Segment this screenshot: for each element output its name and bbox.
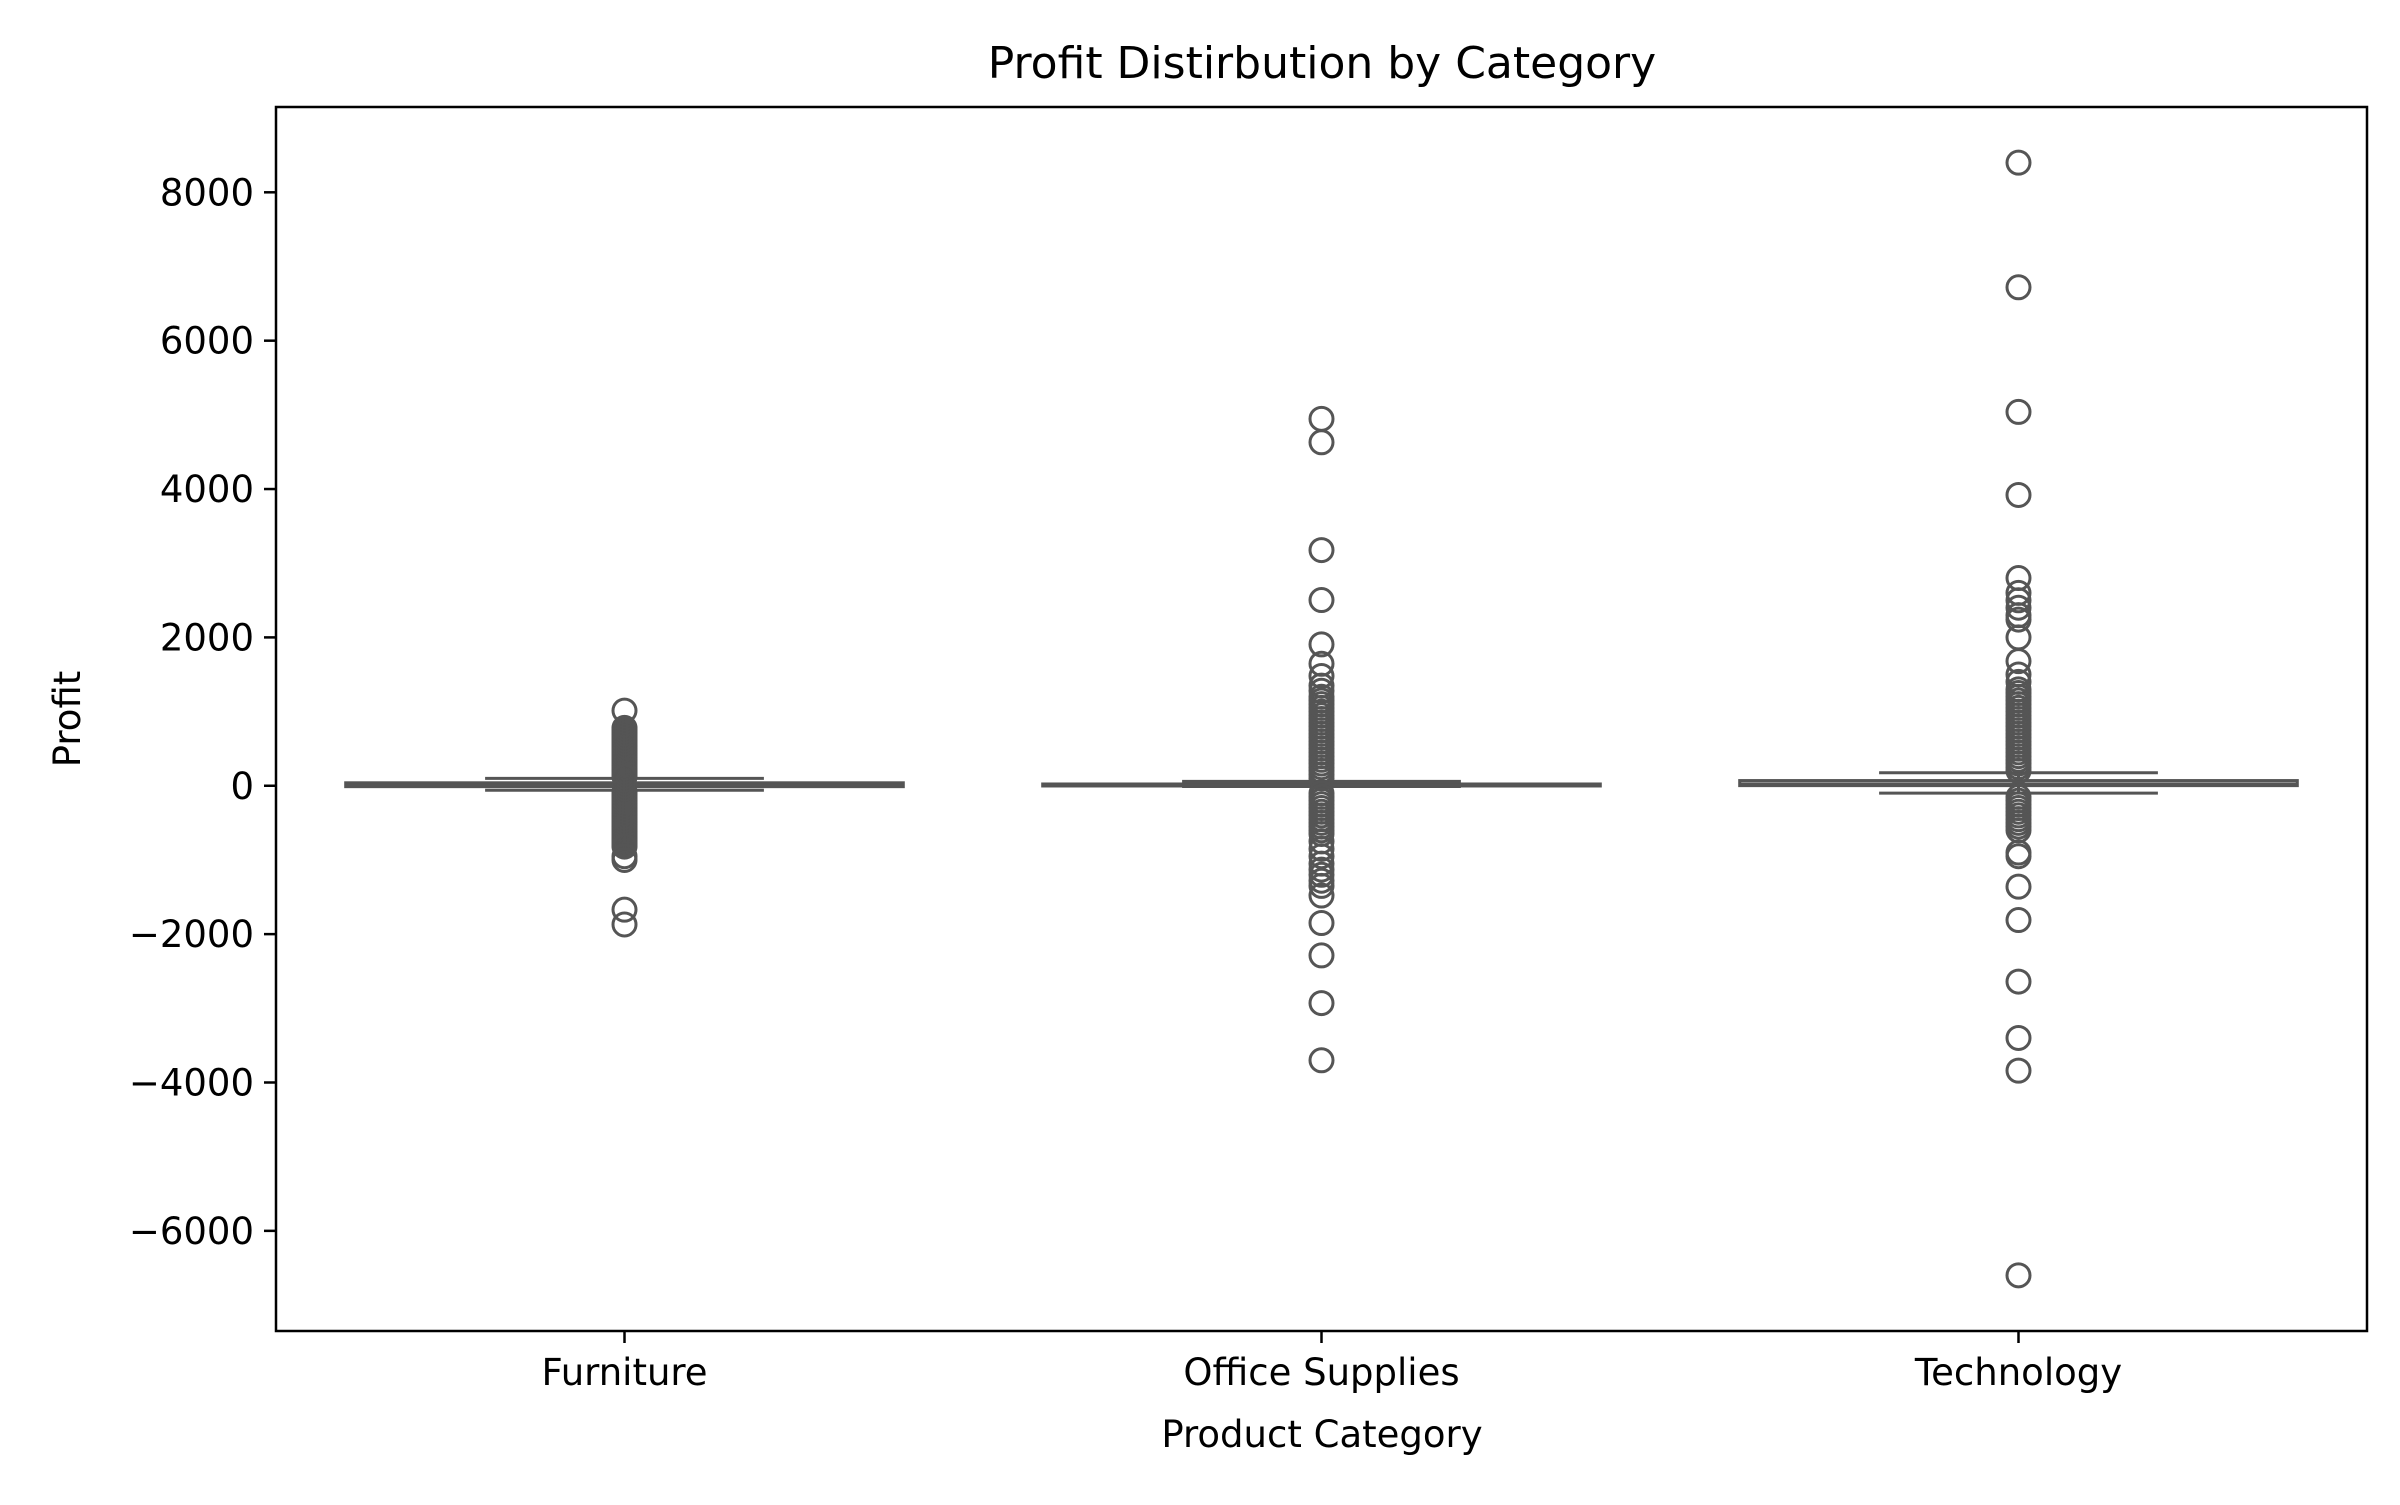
box-group: [344, 697, 905, 938]
plot-frame: [274, 105, 2369, 1333]
y-tick-label: 4000: [160, 468, 254, 511]
outlier-point: [1308, 990, 1335, 1017]
outlier-point: [2005, 968, 2032, 995]
x-axis: Furniture Office Supplies Technology: [541, 1331, 2122, 1394]
outlier-point: [2005, 624, 2032, 651]
chart-title: Profit Distirbution by Category: [988, 38, 1656, 89]
outlier-point: [2005, 757, 2032, 784]
outlier-point: [2005, 594, 2032, 621]
outlier-point: [2005, 587, 2032, 614]
outlier-point: [1308, 429, 1335, 456]
y-tick-label: 8000: [160, 171, 254, 214]
box-group: [1738, 149, 2299, 1289]
outlier-point: [2005, 648, 2032, 675]
outlier-point: [1308, 942, 1335, 969]
outlier-point: [611, 833, 638, 860]
outlier-point: [1308, 587, 1335, 614]
x-tick-label: Furniture: [541, 1351, 707, 1394]
outlier-point: [1308, 537, 1335, 564]
y-axis-label: Profit: [46, 671, 89, 768]
outlier-point: [2005, 149, 2032, 176]
outlier-point: [2005, 907, 2032, 934]
outlier-point: [2005, 398, 2032, 425]
outlier-point: [2005, 1024, 2032, 1051]
outlier-point: [2005, 843, 2032, 870]
outlier-point: [1308, 835, 1335, 862]
outlier-point: [2005, 606, 2032, 633]
outlier-point: [2005, 873, 2032, 900]
outlier-point: [611, 911, 638, 938]
x-axis-label: Product Category: [1161, 1413, 1482, 1456]
outlier-point: [2005, 1057, 2032, 1084]
outlier-point: [1308, 631, 1335, 658]
y-tick-label: −2000: [129, 913, 254, 956]
outlier-point: [2005, 1262, 2032, 1289]
outlier-point: [2005, 481, 2032, 508]
outlier-point: [1308, 882, 1335, 909]
outlier-point: [1308, 405, 1335, 432]
box-group: [1041, 405, 1602, 1074]
outlier-point: [1308, 872, 1335, 899]
outlier-point: [611, 846, 638, 873]
y-axis: 8000 6000 4000 2000 0 −2000 −4000 −6000: [129, 171, 276, 1253]
y-tick-label: −6000: [129, 1210, 254, 1253]
x-tick-label: Office Supplies: [1183, 1351, 1459, 1394]
boxes-layer: [344, 149, 2299, 1289]
outlier-point: [611, 896, 638, 923]
y-tick-label: 2000: [160, 616, 254, 659]
outlier-point: [1308, 1047, 1335, 1074]
y-tick-label: −4000: [129, 1061, 254, 1104]
outlier-point: [1308, 910, 1335, 936]
x-tick-label: Technology: [1914, 1351, 2122, 1394]
outlier-point: [2005, 274, 2032, 301]
y-tick-label: 6000: [160, 320, 254, 363]
y-tick-label: 0: [230, 765, 254, 808]
